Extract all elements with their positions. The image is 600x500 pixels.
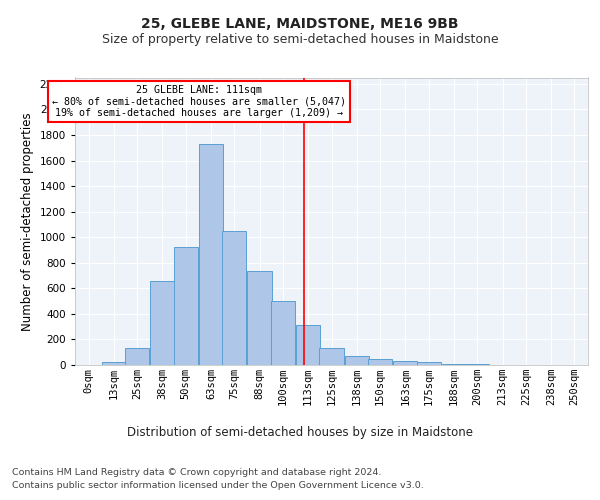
Text: Distribution of semi-detached houses by size in Maidstone: Distribution of semi-detached houses by … — [127, 426, 473, 439]
Y-axis label: Number of semi-detached properties: Number of semi-detached properties — [21, 112, 34, 330]
Bar — [173, 248, 198, 365]
Bar — [102, 362, 126, 365]
Text: 25 GLEBE LANE: 111sqm
← 80% of semi-detached houses are smaller (5,047)
19% of s: 25 GLEBE LANE: 111sqm ← 80% of semi-deta… — [52, 85, 346, 118]
Bar — [344, 356, 369, 365]
Text: Contains HM Land Registry data © Crown copyright and database right 2024.: Contains HM Land Registry data © Crown c… — [12, 468, 382, 477]
Bar — [296, 325, 320, 365]
Bar — [150, 280, 175, 365]
Text: Size of property relative to semi-detached houses in Maidstone: Size of property relative to semi-detach… — [101, 32, 499, 46]
Bar — [393, 361, 418, 365]
Bar — [416, 362, 441, 365]
Bar — [222, 231, 247, 365]
Bar — [442, 364, 466, 365]
Text: Contains public sector information licensed under the Open Government Licence v3: Contains public sector information licen… — [12, 480, 424, 490]
Bar — [247, 271, 272, 365]
Bar — [125, 348, 149, 365]
Bar — [199, 144, 223, 365]
Bar — [465, 364, 490, 365]
Text: 25, GLEBE LANE, MAIDSTONE, ME16 9BB: 25, GLEBE LANE, MAIDSTONE, ME16 9BB — [141, 18, 459, 32]
Bar — [368, 358, 392, 365]
Bar — [271, 301, 295, 365]
Bar — [319, 348, 344, 365]
